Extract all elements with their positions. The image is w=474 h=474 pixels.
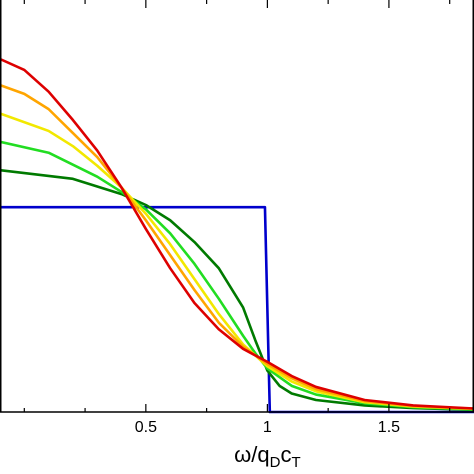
x-tick-label: 1 [263, 419, 272, 436]
tick-layer: 0.5 1 1.5 [23, 0, 451, 436]
series-line-3 [0, 112, 474, 411]
series-line-4 [0, 83, 474, 411]
x-axis-label-sub1: D [270, 454, 281, 471]
x-tick-label: 1.5 [378, 419, 400, 436]
axes-layer [0, 0, 474, 413]
x-tick-label: 0.5 [135, 419, 157, 436]
series-line-5 [0, 57, 474, 410]
series-line-0 [0, 205, 474, 414]
x-axis-label: ω/qDcT [234, 442, 301, 471]
plot-frame [0, 0, 474, 413]
x-axis-label-sub2: T [291, 454, 300, 471]
x-axis-label-base: ω/q [234, 442, 270, 467]
series-line-2 [0, 140, 474, 411]
x-axis-label-mid: c [280, 442, 291, 467]
series-layer [0, 57, 474, 414]
